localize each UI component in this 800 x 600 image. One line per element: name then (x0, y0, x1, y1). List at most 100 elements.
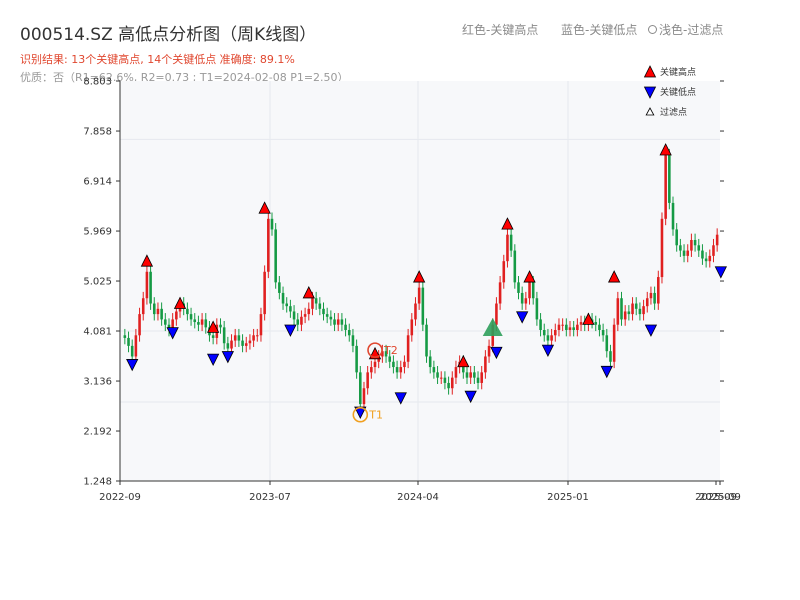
candle-body (252, 335, 255, 341)
legend-item-label: 过滤点 (660, 106, 687, 118)
key-low-marker (284, 324, 297, 337)
candle-body (627, 311, 631, 315)
candle-body (557, 324, 561, 331)
candle-body (292, 311, 296, 320)
candle-body (417, 287, 421, 304)
candle-body (134, 335, 138, 357)
candle-body (531, 282, 535, 299)
legend-low-icon (643, 86, 657, 99)
candle-body (392, 361, 395, 368)
candle-body (469, 372, 472, 378)
candle-body (565, 324, 568, 331)
y-tick-label: 6.914 (83, 177, 112, 188)
candle-body (351, 335, 355, 346)
candle-body (465, 372, 469, 378)
candle-body (675, 229, 678, 246)
candle-body (197, 322, 200, 325)
candle-body (428, 356, 432, 368)
candle-body (340, 319, 344, 325)
candle-body (255, 335, 259, 337)
candle-body (616, 298, 620, 325)
candle-body (130, 345, 134, 357)
candle-body (145, 271, 149, 299)
candle-body (303, 314, 307, 317)
x-tick-label: 2024-04 (397, 492, 439, 503)
candle-body (594, 322, 598, 325)
candle-body (384, 351, 388, 357)
candle-body (359, 372, 362, 405)
candle-body (502, 261, 506, 283)
x-tick-label: 2025-09 (699, 492, 741, 503)
key-low-marker (541, 344, 555, 358)
candle-body (160, 308, 163, 320)
candle-body (506, 234, 509, 262)
candle-body (123, 335, 127, 338)
result-summary: 识别结果: 13个关键高点, 14个关键低点 准确度: 89.1% (20, 53, 295, 66)
candle-body (366, 372, 369, 389)
candle-body (550, 335, 553, 341)
x-tick-label: 2023-07 (249, 492, 291, 503)
candle-body (598, 324, 601, 331)
legend-filtered-label: 浅色-过滤点 (648, 21, 723, 38)
candle-body (546, 335, 550, 341)
candle-body (609, 351, 612, 362)
key-high-marker (140, 254, 154, 267)
annotation-circle (352, 406, 369, 423)
candle-body (311, 298, 314, 309)
candle-body (230, 340, 233, 349)
candle-body (535, 298, 539, 320)
candle-body (447, 382, 450, 389)
key-low-marker (394, 392, 407, 405)
candle-body (370, 367, 373, 373)
candle-body (406, 335, 410, 362)
candle-body (333, 319, 336, 325)
candle-body (410, 319, 414, 336)
key-low-marker (714, 266, 727, 279)
candle-body (542, 330, 546, 336)
candle-body (189, 314, 193, 320)
candle-body (186, 308, 189, 315)
key-low-marker (221, 351, 234, 364)
annotation-label: T1 (368, 409, 383, 422)
candle-body (450, 377, 454, 389)
candle-body (399, 367, 403, 373)
candle-body (686, 250, 690, 256)
candle-body (263, 271, 266, 315)
candle-body (553, 330, 557, 336)
candle-body (152, 303, 156, 315)
legend-filtered-text: 浅色-过滤点 (659, 23, 724, 37)
candle-body (480, 372, 483, 383)
candle-body (241, 340, 244, 346)
key-high-marker (523, 270, 536, 283)
key-low-marker (600, 365, 613, 379)
key-low-marker (166, 327, 179, 340)
candle-body (638, 308, 642, 315)
candle-body (572, 327, 575, 331)
candle-body (568, 327, 572, 331)
candles (123, 148, 719, 411)
candle-body (436, 372, 439, 378)
candle-body (322, 308, 325, 315)
candle-body (318, 303, 322, 309)
x-tick-label: 2022-09 (99, 492, 141, 503)
candle-body (300, 316, 303, 325)
key-high-marker (413, 270, 426, 283)
candle-body (355, 345, 358, 373)
key-high-marker (206, 320, 220, 333)
candle-body (649, 292, 653, 299)
key-low-marker (464, 390, 477, 404)
candle-body (657, 277, 660, 304)
candle-body (620, 298, 623, 320)
candle-body (645, 298, 649, 307)
candle-body (259, 314, 263, 336)
candle-body (660, 218, 664, 278)
candle-body (642, 306, 645, 315)
candle-body (414, 303, 417, 320)
candle-body (704, 258, 708, 262)
legend-item-label: 关键低点 (660, 86, 696, 98)
candle-body (307, 308, 311, 315)
y-tick-label: 3.136 (83, 377, 112, 388)
chart-title: 000514.SZ 高低点分析图（周K线图） (20, 25, 317, 45)
candle-body (267, 218, 270, 272)
candle-body (601, 330, 605, 336)
